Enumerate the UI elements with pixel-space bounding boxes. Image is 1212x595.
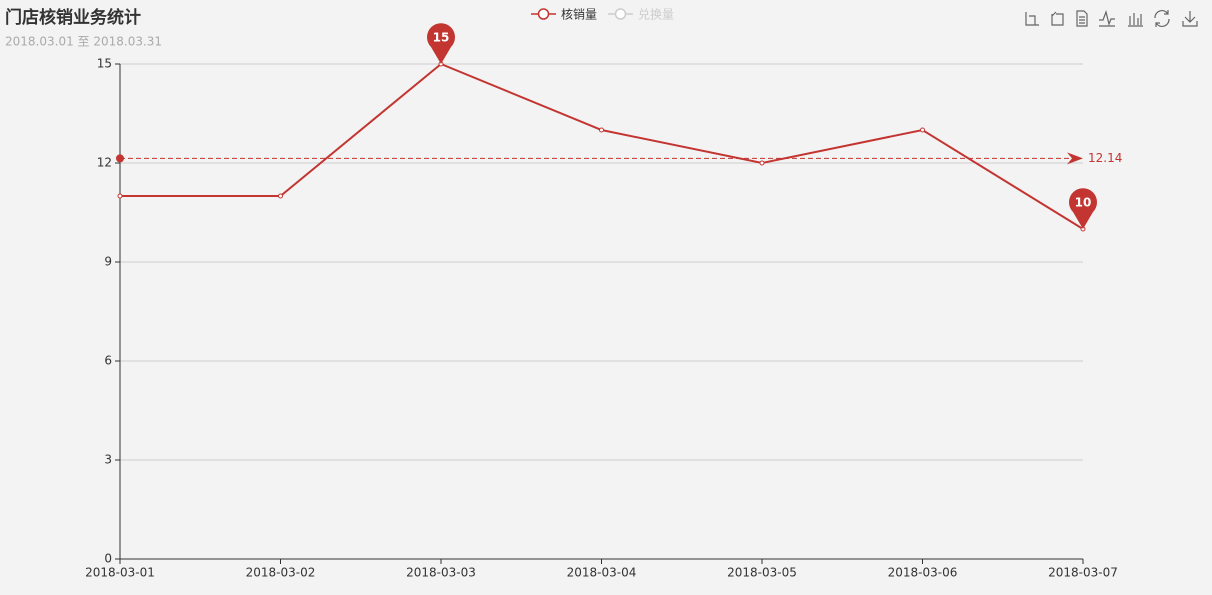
legend-symbol	[537, 8, 550, 20]
x-tick-label: 2018-03-01	[85, 566, 155, 580]
average-arrow	[1067, 152, 1083, 165]
icon-shape	[1051, 11, 1064, 26]
data-point	[920, 127, 925, 133]
data-point	[759, 160, 765, 166]
icon-shape	[1025, 12, 1039, 26]
data-point	[117, 193, 123, 199]
data-view-icon[interactable]	[1076, 10, 1088, 27]
average-start	[116, 154, 124, 163]
zoom-reset-icon[interactable]	[1051, 11, 1064, 26]
mark-pin	[1069, 188, 1097, 229]
bar-icon[interactable]	[1128, 13, 1143, 27]
legend-label: 兑换量	[638, 8, 674, 22]
y-tick-label: 0	[104, 552, 112, 566]
y-tick-label: 15	[97, 57, 112, 71]
chart-subtitle: 2018.03.01 至 2018.03.31	[5, 35, 162, 49]
legend-symbol	[614, 8, 627, 20]
legend-item[interactable]: 核销量	[531, 8, 597, 22]
line-icon[interactable]	[1099, 9, 1115, 27]
y-tick-label: 9	[104, 255, 112, 269]
icon-shape	[1154, 10, 1170, 27]
x-tick-label: 2018-03-03	[406, 566, 476, 580]
y-tick-label: 12	[97, 156, 112, 170]
data-point	[278, 193, 283, 199]
icon-shape	[1076, 10, 1088, 27]
x-tick-label: 2018-03-04	[567, 566, 637, 580]
x-tick-label: 2018-03-05	[727, 566, 797, 580]
chart-title: 门店核销业务统计	[5, 7, 141, 28]
y-tick-label: 3	[104, 453, 112, 467]
icon-shape	[1128, 13, 1143, 27]
icon-shape	[1182, 11, 1198, 27]
toolbox	[1025, 9, 1198, 27]
x-tick-label: 2018-03-07	[1048, 566, 1118, 580]
x-tick-label: 2018-03-06	[888, 566, 958, 580]
save-icon[interactable]	[1182, 11, 1198, 27]
icon-shape	[1099, 9, 1115, 27]
legend-item[interactable]: 兑换量	[608, 8, 674, 22]
legend-label: 核销量	[561, 8, 597, 22]
mark-pin	[427, 23, 456, 65]
x-tick-label: 2018-03-02	[246, 566, 316, 580]
y-tick-label: 6	[104, 354, 112, 368]
data-point	[599, 127, 604, 133]
restore-icon[interactable]	[1154, 10, 1170, 27]
mark-pin-label: 15	[433, 31, 450, 45]
zoom-icon[interactable]	[1025, 12, 1039, 26]
mark-pin-label: 10	[1075, 196, 1092, 210]
average-label: 12.14	[1088, 151, 1122, 165]
